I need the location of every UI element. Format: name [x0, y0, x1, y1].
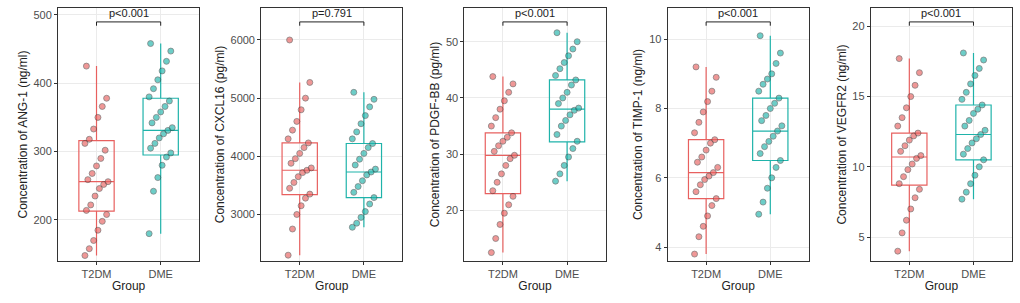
svg-text:p<0.001: p<0.001 [921, 7, 961, 19]
svg-text:3000: 3000 [231, 208, 255, 220]
svg-text:Group: Group [925, 279, 959, 293]
svg-text:T2DM: T2DM [691, 268, 721, 280]
svg-text:4000: 4000 [231, 150, 255, 162]
svg-text:T2DM: T2DM [82, 268, 112, 280]
svg-text:DME: DME [148, 268, 172, 280]
svg-text:20: 20 [852, 20, 864, 32]
svg-text:Concentration of TIMP-1 (ng/ml: Concentration of TIMP-1 (ng/ml) [631, 49, 645, 220]
svg-text:40: 40 [446, 92, 458, 104]
svg-text:T2DM: T2DM [894, 268, 924, 280]
svg-text:5: 5 [858, 231, 864, 243]
svg-text:6000: 6000 [231, 34, 255, 46]
svg-text:p<0.001: p<0.001 [109, 7, 149, 19]
svg-text:DME: DME [961, 268, 985, 280]
svg-text:p=0.791: p=0.791 [312, 7, 352, 19]
svg-text:8: 8 [655, 102, 661, 114]
svg-text:15: 15 [852, 90, 864, 102]
svg-text:500: 500 [33, 9, 51, 21]
svg-text:DME: DME [555, 268, 579, 280]
svg-text:Group: Group [112, 279, 146, 293]
svg-text:10: 10 [649, 33, 661, 45]
svg-text:400: 400 [33, 77, 51, 89]
svg-text:p<0.001: p<0.001 [515, 7, 555, 19]
svg-text:T2DM: T2DM [285, 268, 315, 280]
svg-text:Concentration of ANG-1 (ng/ml): Concentration of ANG-1 (ng/ml) [16, 50, 30, 218]
svg-text:50: 50 [446, 36, 458, 48]
svg-text:10: 10 [852, 161, 864, 173]
svg-text:Group: Group [315, 279, 349, 293]
svg-text:20: 20 [446, 204, 458, 216]
svg-text:T2DM: T2DM [488, 268, 518, 280]
svg-text:Group: Group [722, 279, 756, 293]
svg-text:300: 300 [33, 145, 51, 157]
svg-text:Concentration of CXCL16 (pg/ml: Concentration of CXCL16 (pg/ml) [213, 46, 227, 223]
svg-text:DME: DME [758, 268, 782, 280]
svg-text:Concentration of VEGFR2 (ng/ml: Concentration of VEGFR2 (ng/ml) [835, 44, 849, 224]
svg-text:30: 30 [446, 148, 458, 160]
svg-text:6: 6 [655, 172, 661, 184]
svg-text:p<0.001: p<0.001 [718, 7, 758, 19]
svg-text:4: 4 [655, 241, 661, 253]
svg-text:DME: DME [352, 268, 376, 280]
svg-text:Group: Group [518, 279, 552, 293]
svg-text:200: 200 [33, 214, 51, 226]
svg-text:Concentration of PDGF-BB (pg/m: Concentration of PDGF-BB (pg/ml) [428, 42, 442, 227]
svg-text:5000: 5000 [231, 92, 255, 104]
